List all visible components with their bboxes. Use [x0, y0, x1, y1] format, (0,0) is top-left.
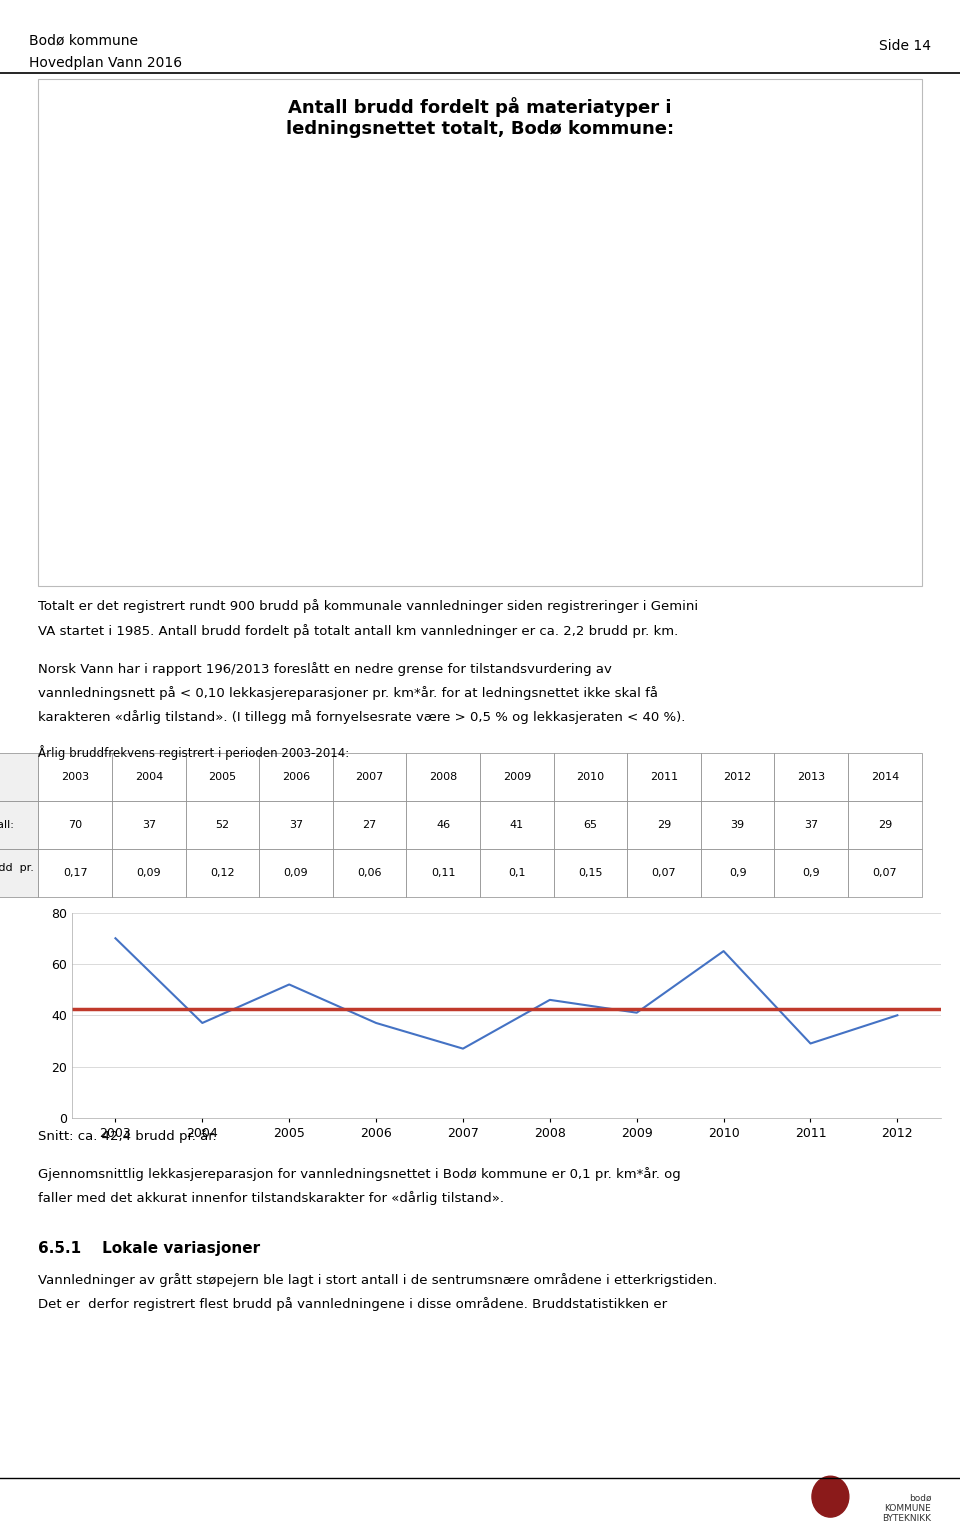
Wedge shape [213, 341, 330, 356]
Text: Side 14: Side 14 [879, 38, 931, 53]
Text: Årlig bruddfrekvens registrert i perioden 2003-2014:: Årlig bruddfrekvens registrert i periode… [38, 745, 349, 760]
Text: Snitt: ca. 42,4 brudd pr. år.: Snitt: ca. 42,4 brudd pr. år. [38, 1129, 217, 1142]
Wedge shape [213, 348, 330, 364]
Text: Norsk Vann har i rapport 196/2013 foreslått en nedre grense for tilstandsvurderi: Norsk Vann har i rapport 196/2013 foresl… [38, 662, 612, 675]
Text: Annet/ukjent
1 %: Annet/ukjent 1 % [51, 242, 210, 321]
Text: faller med det akkurat innenfor tilstandskarakter for «dårlig tilstand».: faller med det akkurat innenfor tilstand… [38, 1191, 504, 1205]
Text: bodø
KOMMUNE
BYTEKNIKK: bodø KOMMUNE BYTEKNIKK [882, 1494, 931, 1521]
Text: Bodø kommune: Bodø kommune [29, 33, 138, 47]
Wedge shape [217, 319, 330, 356]
Wedge shape [213, 356, 330, 399]
Circle shape [812, 1477, 849, 1516]
Text: Vannledninger av grått støpejern ble lagt i stort antall i de sentrumsnære områd: Vannledninger av grått støpejern ble lag… [38, 1273, 718, 1287]
Text: Polyet. lav dens.
2 %: Polyet. lav dens. 2 % [210, 289, 680, 356]
Wedge shape [219, 239, 448, 473]
Text: Totalt er det registrert rundt 900 brudd på kommunale vannledninger siden regist: Totalt er det registrert rundt 900 brudd… [38, 599, 699, 613]
Wedge shape [222, 356, 330, 430]
Text: Hovedplan Vann 2016: Hovedplan Vann 2016 [29, 56, 182, 70]
Text: Stål
1 %: Stål 1 % [211, 175, 290, 327]
Text: vannledningsnett på < 0,10 lekkasjereparasjoner pr. km*år. for at ledningsnettet: vannledningsnett på < 0,10 lekkasjerepar… [38, 686, 659, 700]
Text: 6.5.1    Lokale variasjoner: 6.5.1 Lokale variasjoner [38, 1241, 260, 1256]
Text: Polyvinylklorid
1 %: Polyvinylklorid 1 % [211, 336, 667, 364]
Text: Støpejern,duktilt
5 %: Støpejern,duktilt 5 % [228, 418, 652, 470]
Text: Antall brudd fordelt på materiatyper i
ledningsnettet totalt, Bodø kommune:: Antall brudd fordelt på materiatyper i l… [286, 97, 674, 138]
Text: Støpejern,grått
(SJG)
84 %: Støpejern,grått (SJG) 84 % [277, 360, 383, 409]
Text: Polyet. høy dens
5 %: Polyet. høy dens 5 % [213, 236, 634, 382]
Text: Gjennomsnittlig lekkasjereparasjon for vannledningsnettet i Bodø kommune er 0,1 : Gjennomsnittlig lekkasjereparasjon for v… [38, 1167, 682, 1180]
Text: Det er  derfor registrert flest brudd på vannledningene i disse områdene. Brudds: Det er derfor registrert flest brudd på … [38, 1297, 667, 1311]
Text: Kopper
1 %: Kopper 1 % [211, 146, 417, 335]
Text: karakteren «dårlig tilstand». (I tillegg må fornyelsesrate være > 0,5 % og lekka: karakteren «dårlig tilstand». (I tillegg… [38, 710, 685, 724]
Wedge shape [215, 327, 330, 356]
Wedge shape [214, 335, 330, 356]
Text: VA startet i 1985. Antall brudd fordelt på totalt antall km vannledninger er ca.: VA startet i 1985. Antall brudd fordelt … [38, 624, 679, 637]
